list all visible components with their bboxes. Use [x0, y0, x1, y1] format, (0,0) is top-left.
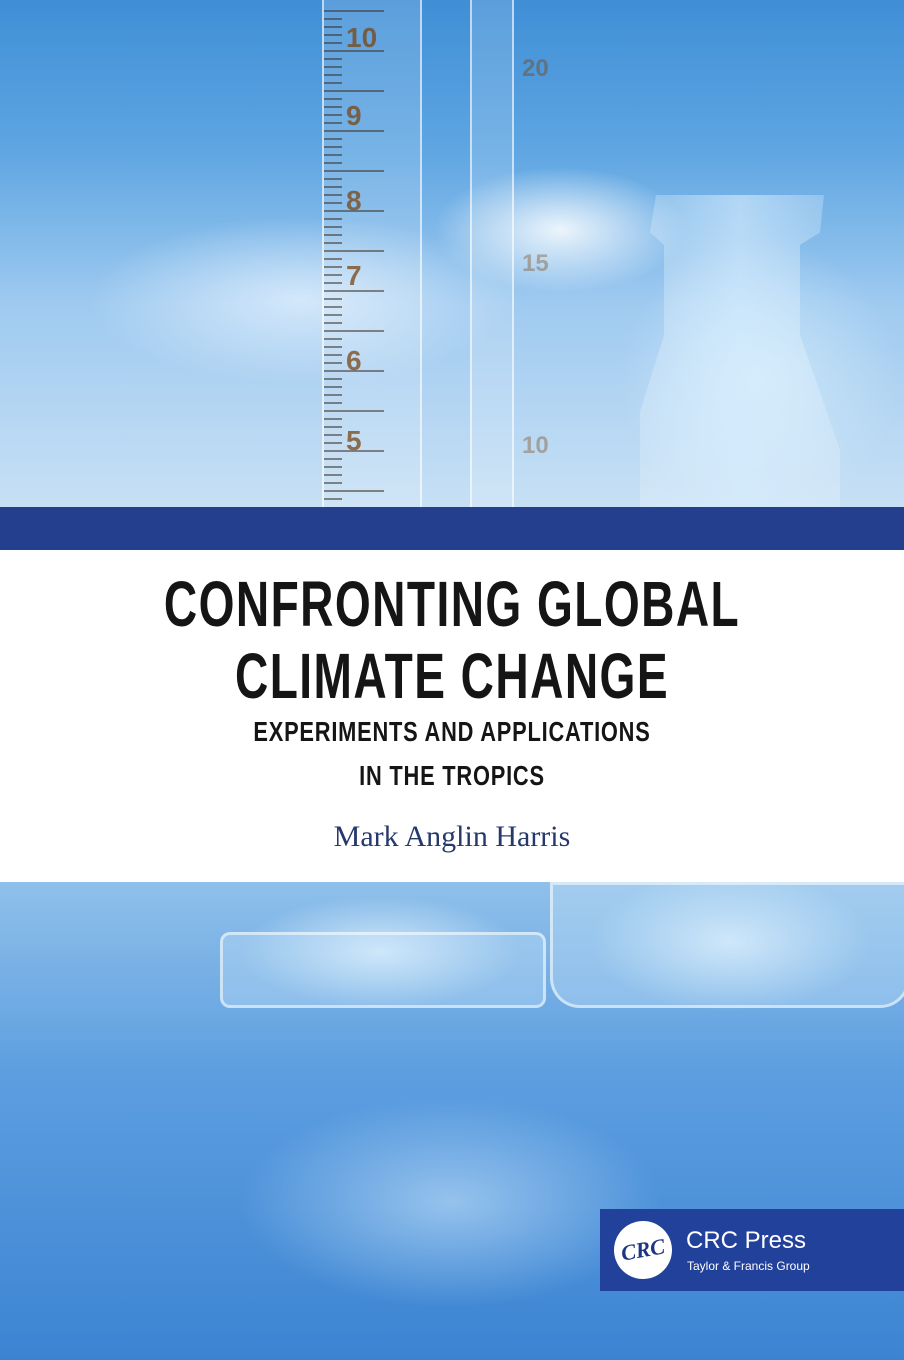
- graduation-tick: [324, 50, 384, 52]
- graduation-tick: [324, 218, 342, 220]
- publisher-logo: CRC CRC Press Taylor & Francis Group: [600, 1209, 904, 1291]
- graduation-tick: [324, 322, 342, 324]
- graduation-tick: [324, 162, 342, 164]
- cylinder-number: 5: [346, 425, 362, 456]
- top-color-band: [0, 507, 904, 550]
- cover-photo-top: 10 9 8 7 6 5 20 15 10: [0, 0, 904, 507]
- publisher-group: Taylor & Francis Group: [687, 1259, 810, 1273]
- publisher-name: CRC Press: [686, 1227, 807, 1254]
- graduation-tick: [324, 490, 384, 492]
- graduation-tick: [324, 226, 342, 228]
- graduation-tick: [324, 370, 384, 372]
- graduation-tick: [324, 170, 384, 172]
- graduation-tick: [324, 42, 342, 44]
- graduation-tick: [324, 314, 342, 316]
- graduation-tick: [324, 178, 342, 180]
- graduation-tick: [324, 346, 342, 348]
- graduation-tick: [324, 106, 342, 108]
- cover-photo-bottom: [0, 882, 904, 1360]
- graduation-tick: [324, 234, 342, 236]
- graduation-tick: [324, 74, 342, 76]
- graduation-tick: [324, 66, 342, 68]
- graduation-tick: [324, 362, 342, 364]
- graduation-tick: [324, 58, 342, 60]
- graduation-tick: [324, 402, 342, 404]
- graduation-tick: [324, 18, 342, 20]
- graduation-tick: [324, 298, 342, 300]
- pipette-number: 20: [522, 55, 549, 82]
- graduation-tick: [324, 202, 342, 204]
- graduation-tick: [324, 146, 342, 148]
- graduation-tick: [324, 258, 342, 260]
- graduation-tick: [324, 434, 342, 436]
- graduation-tick: [324, 186, 342, 188]
- graduation-tick: [324, 274, 342, 276]
- graduation-tick: [324, 130, 384, 132]
- graduation-tick: [324, 34, 342, 36]
- graduation-tick: [324, 482, 342, 484]
- cylinder-number: 9: [346, 100, 362, 131]
- graduation-tick: [324, 466, 342, 468]
- graduation-tick: [324, 386, 342, 388]
- graduation-tick: [324, 498, 342, 500]
- book-author: Mark Anglin Harris: [333, 820, 571, 853]
- graduation-tick: [324, 210, 384, 212]
- book-subtitle-line2: IN THE TROPICS: [359, 760, 545, 791]
- graduation-tick: [324, 98, 342, 100]
- graduation-tick: [324, 330, 384, 332]
- graduation-tick: [324, 90, 384, 92]
- graduation-tick: [324, 82, 342, 84]
- pipette-number: 10: [522, 432, 549, 459]
- graduation-tick: [324, 306, 342, 308]
- cylinder-number: 10: [346, 22, 378, 53]
- cylinder-number: 8: [346, 185, 362, 216]
- graduation-tick: [324, 394, 342, 396]
- graduation-tick: [324, 242, 342, 244]
- graduation-tick: [324, 114, 342, 116]
- graduation-tick: [324, 282, 342, 284]
- pipette: [470, 0, 514, 507]
- graduation-tick: [324, 426, 342, 428]
- graduation-tick: [324, 122, 342, 124]
- graduation-tick: [324, 138, 342, 140]
- graduation-tick: [324, 450, 384, 452]
- graduation-tick: [324, 378, 342, 380]
- cylinder-number: 6: [346, 345, 362, 376]
- book-title-line1: CONFRONTING GLOBAL: [163, 568, 741, 640]
- cylinder-number: 7: [346, 260, 362, 291]
- graduation-tick: [324, 458, 342, 460]
- graduation-tick: [324, 250, 384, 252]
- glass-flask-base: [550, 882, 904, 1008]
- graduation-tick: [324, 418, 342, 420]
- graduation-tick: [324, 194, 342, 196]
- glass-base: [220, 932, 546, 1008]
- graduation-tick: [324, 338, 342, 340]
- pipette-number: 15: [522, 250, 549, 277]
- book-title-line2: CLIMATE CHANGE: [234, 640, 670, 712]
- title-panel: CONFRONTING GLOBAL CLIMATE CHANGE EXPERI…: [0, 550, 904, 882]
- graduation-tick: [324, 474, 342, 476]
- graduation-tick: [324, 10, 384, 12]
- graduation-tick: [324, 290, 384, 292]
- crc-emblem: CRC: [609, 1216, 677, 1284]
- graduation-tick: [324, 442, 342, 444]
- glass-flask: [640, 195, 840, 507]
- book-subtitle-line1: EXPERIMENTS AND APPLICATIONS: [253, 716, 651, 747]
- graduation-tick: [324, 410, 384, 412]
- graduation-tick: [324, 354, 342, 356]
- graduation-tick: [324, 26, 342, 28]
- graduation-tick: [324, 266, 342, 268]
- graduation-tick: [324, 154, 342, 156]
- graduated-cylinder: [322, 0, 422, 507]
